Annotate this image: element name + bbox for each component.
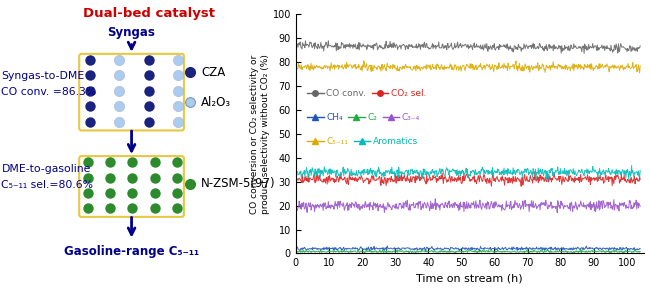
- Legend: C₅₋₁₁, Aromatics: C₅₋₁₁, Aromatics: [304, 134, 421, 150]
- Text: CO conv. =86.3%: CO conv. =86.3%: [1, 87, 97, 97]
- X-axis label: Time on stream (h): Time on stream (h): [416, 274, 523, 284]
- Text: DME-to-gasoline: DME-to-gasoline: [1, 164, 91, 174]
- Text: Syngas: Syngas: [108, 26, 155, 39]
- Text: Syngas-to-DME: Syngas-to-DME: [1, 71, 84, 81]
- FancyBboxPatch shape: [79, 54, 184, 130]
- Text: Gasoline-range C₅₋₁₁: Gasoline-range C₅₋₁₁: [64, 245, 199, 258]
- Text: C₅₋₁₁ sel.=80.6%: C₅₋₁₁ sel.=80.6%: [1, 180, 94, 190]
- Text: CZA: CZA: [201, 65, 226, 79]
- Text: N-ZSM-5(97): N-ZSM-5(97): [201, 177, 276, 190]
- Text: Al₂O₃: Al₂O₃: [201, 96, 231, 109]
- Text: Dual-bed catalyst: Dual-bed catalyst: [83, 7, 214, 20]
- FancyBboxPatch shape: [79, 156, 184, 217]
- Y-axis label: CO conversion or CO₂ selectivity or
product selectivity without CO₂ (%): CO conversion or CO₂ selectivity or prod…: [250, 54, 270, 214]
